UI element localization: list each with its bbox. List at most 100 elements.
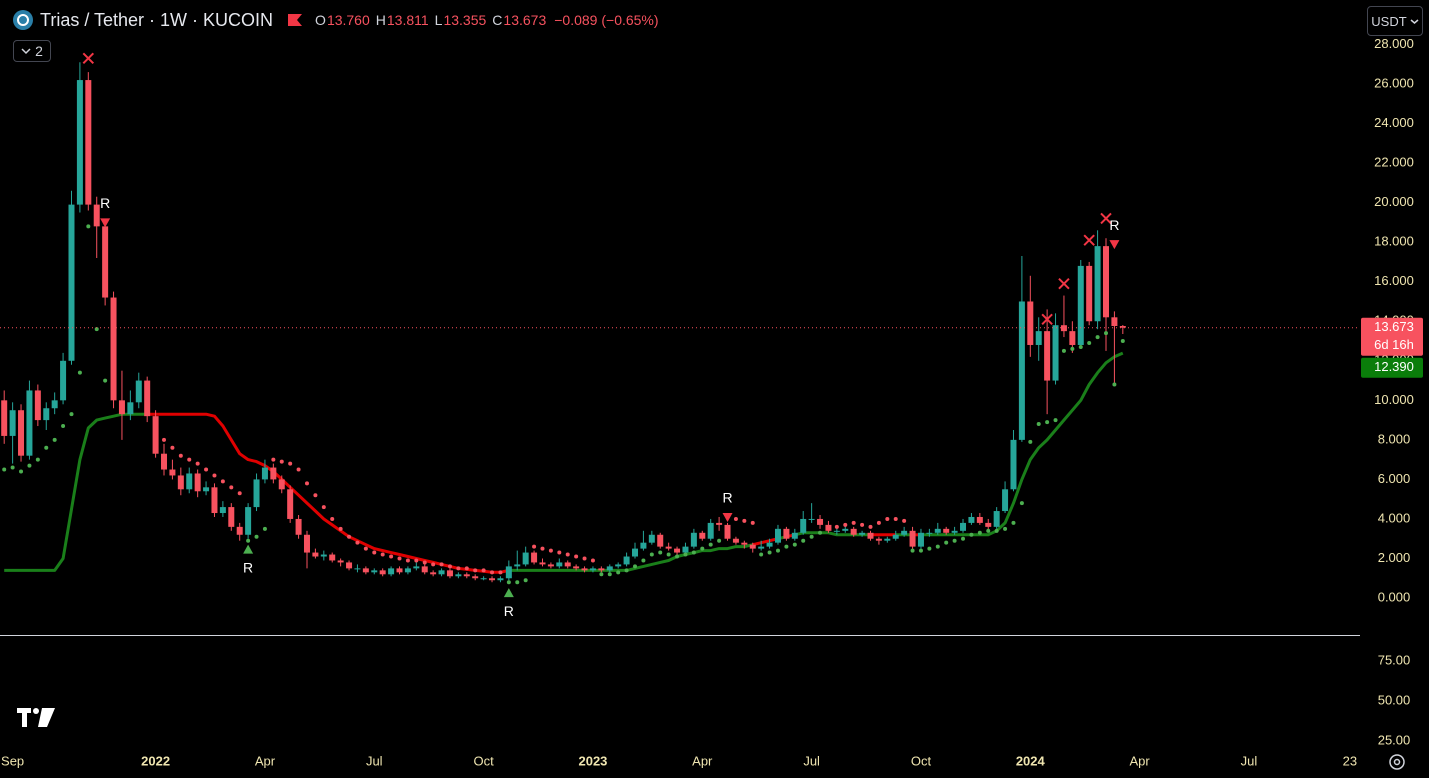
y-tick-label: 26.000 [1374,75,1414,90]
candle-body [404,568,411,573]
candle-body [564,562,571,567]
sar-dot [784,544,789,549]
sar-dot [380,552,385,557]
y-tick-label: 0.000 [1378,589,1411,604]
sar-dot [876,520,881,525]
candle-body [169,469,176,476]
candle-body [901,530,908,535]
sar-dot [590,558,595,563]
signal-label: R [722,490,732,506]
x-tick-label: Apr [255,753,276,768]
candle-body [985,522,992,527]
candle-body [556,562,563,567]
sar-dot [666,552,671,557]
sar-dot [1087,341,1092,346]
sar-dot [624,568,629,573]
trend-line [794,531,871,537]
candle-body [968,516,975,523]
sar-dot [296,467,301,472]
candle-body [337,560,344,563]
candle-body [362,568,369,573]
candle-body [463,574,470,577]
candle-body [203,487,210,492]
candle-body [623,556,630,565]
candle-body [295,518,302,535]
sar-dot [767,550,772,555]
candle-body [329,554,336,561]
sar-dot [969,532,974,537]
sar-dot [885,516,890,521]
settings-icon[interactable] [1389,754,1405,770]
flag-icon[interactable] [285,12,309,28]
trend-line [147,412,510,574]
indicator-toggle[interactable]: 2 [13,40,51,62]
y-tick-label: 2.000 [1378,550,1411,565]
sar-dot [742,518,747,523]
sar-dot [389,554,394,559]
candle-body [177,475,184,490]
candle-body [253,479,260,508]
candle-body [716,522,723,525]
sar-dot [262,526,267,531]
candle-body [842,528,849,531]
sar-dot [540,546,545,551]
candle-body [110,297,117,401]
lower-y-tick-label: 75.00 [1378,652,1411,667]
candle-body [43,408,50,421]
lower-y-tick-label: 50.00 [1378,692,1411,707]
candle-body [1069,331,1076,345]
sar-dot [927,546,932,551]
symbol-title[interactable]: Trias / Tether · 1W · KUCOIN [40,9,274,30]
candle-body [135,380,142,403]
sar-dot [464,566,469,571]
sar-dot [372,550,377,555]
x-tick-label: Jul [1241,753,1258,768]
y-tick-label: 24.000 [1374,115,1414,130]
x-tick-label: Jul [803,753,820,768]
y-tick-label: 16.000 [1374,273,1414,288]
candle-body [665,546,672,549]
candle-body [817,518,824,525]
candle-body [1094,246,1101,322]
candle-body [1052,325,1059,381]
sar-dot [565,552,570,557]
sar-dot [548,548,553,553]
candle-body [884,538,891,541]
candle-body [480,578,487,580]
sar-dot [456,566,461,571]
candle-body [505,566,512,579]
sar-dot [532,544,537,549]
x-tick-label: 23 [1343,753,1357,768]
signal-triangle [1109,240,1120,250]
sar-dot [347,534,352,539]
x-tick-label: Jul [366,753,383,768]
candle-body [976,516,983,523]
candle-body [68,204,75,361]
y-tick-label: 8.000 [1378,431,1411,446]
candle-body [926,532,933,534]
sar-dot [69,412,74,417]
candle-body [85,80,92,205]
ohlc-key: O [315,12,326,28]
currency-button[interactable]: USDT [1367,6,1423,36]
candle-body [228,507,235,527]
candle-body [1,400,8,436]
candle-body [514,564,521,567]
candle-body [1102,246,1109,318]
sar-dot [330,516,335,521]
candle-body [118,400,125,415]
x-tick-label: Oct [473,753,494,768]
candle-body [791,532,798,539]
candle-body [547,564,554,567]
y-tick-label: 28.000 [1374,36,1414,51]
x-tick-label: 2023 [578,753,607,768]
sar-dot [187,457,192,462]
candle-body [615,564,622,567]
ohlc-value: 13.355 [443,12,487,28]
signal-label: R [504,603,514,619]
sar-dot [986,528,991,533]
ohlc-key: H [375,12,386,28]
signal-cross [1058,277,1070,290]
candle-body [766,542,773,547]
